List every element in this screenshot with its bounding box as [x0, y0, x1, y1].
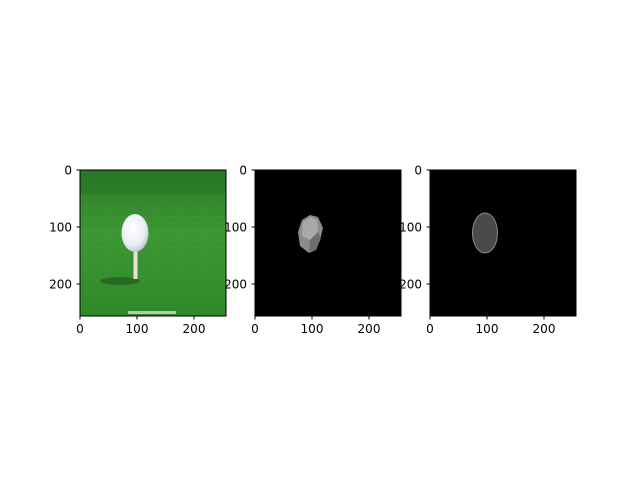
pred-ytick-label-100: 100	[224, 221, 247, 235]
photo-watermark	[128, 311, 176, 314]
gt-xtick-label-100: 100	[476, 322, 499, 336]
panel-mask-ground-truth: 0 100 200 0 100 200	[399, 164, 577, 336]
photo-ytick-label-0: 0	[64, 164, 72, 178]
photo-xtick-label-200: 200	[183, 322, 206, 336]
golf-tee	[133, 248, 138, 279]
pred-ytick-label-200: 200	[224, 278, 247, 292]
gt-ytick-label-0: 0	[414, 164, 422, 178]
mask-gt-frame	[429, 169, 577, 317]
gt-ytick-label-100: 100	[399, 221, 422, 235]
photo-frame	[79, 169, 227, 317]
golf-ball	[121, 214, 149, 252]
predicted-blob-shade	[309, 232, 321, 252]
mask-gt-background	[430, 170, 576, 316]
tee-shadow	[100, 277, 140, 285]
gt-ytick-label-200: 200	[399, 278, 422, 292]
mask-predicted-background	[255, 170, 401, 316]
photo-grass-shadow	[80, 170, 226, 194]
photo-xtick-label-100: 100	[126, 322, 149, 336]
panel-mask-predicted: 0 100 200 0 100 200	[224, 164, 402, 336]
photo-ytick-label-100: 100	[49, 221, 72, 235]
panel-photo: 0 100 200 0 100 200	[49, 164, 227, 336]
pred-xtick-label-0: 0	[251, 322, 259, 336]
pred-ytick-label-0: 0	[239, 164, 247, 178]
photo-grass-texture	[80, 170, 226, 316]
photo-ytick-label-200: 200	[49, 278, 72, 292]
gt-xtick-label-200: 200	[533, 322, 556, 336]
pred-xtick-label-200: 200	[358, 322, 381, 336]
gt-xtick-label-0: 0	[426, 322, 434, 336]
pred-xtick-label-100: 100	[301, 322, 324, 336]
gt-ellipse	[472, 212, 498, 254]
predicted-blob-highlight	[302, 217, 318, 240]
mask-predicted-frame	[254, 169, 402, 317]
photo-xtick-label-0: 0	[76, 322, 84, 336]
